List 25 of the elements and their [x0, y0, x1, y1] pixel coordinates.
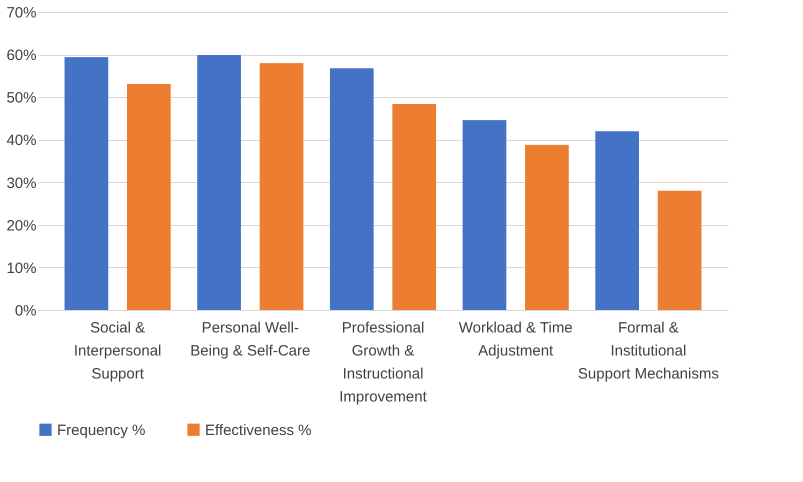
x-tick-label: Formal & Institutional Support Mechanisms [578, 320, 719, 382]
bar [462, 120, 506, 310]
x-tick-label: Social & Interpersonal Support [74, 320, 162, 382]
y-tick-label: 70% [6, 4, 36, 22]
bar [392, 104, 436, 310]
y-tick-label: 50% [6, 90, 36, 107]
y-tick-label: 60% [6, 47, 36, 64]
y-tick-label: 10% [6, 260, 36, 277]
bar [658, 190, 702, 310]
legend-label: Effectiveness % [205, 422, 312, 439]
y-tick-label: 30% [6, 174, 36, 192]
bar [64, 57, 108, 310]
bar [126, 84, 171, 310]
y-tick-label: 20% [6, 217, 36, 234]
x-tick-label: Professional Growth & Instructional Improvement [339, 320, 428, 406]
bar [197, 54, 241, 310]
bar [330, 68, 374, 310]
bar [525, 144, 569, 310]
y-tick-label: 40% [6, 132, 36, 150]
legend-label: Frequency % [57, 422, 146, 439]
x-tick-label: Personal Well-Being & Self-Care [190, 320, 310, 360]
x-tick-label: Workload & Time Adjustment [458, 320, 573, 360]
bar [260, 63, 304, 310]
bar [595, 131, 640, 310]
y-tick-label: 0% [14, 302, 36, 320]
